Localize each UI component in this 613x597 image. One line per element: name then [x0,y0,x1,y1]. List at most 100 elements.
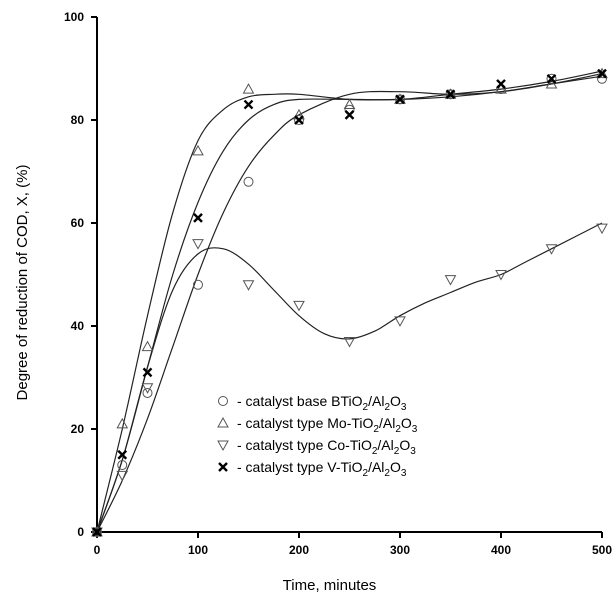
data-point-series-2 [596,67,608,79]
data-point-series-4 [445,89,456,100]
data-point-series-4 [142,367,153,378]
data-point-series-4 [546,73,557,84]
y-tick-label: 100 [64,10,84,24]
data-point-series-1 [546,73,557,84]
data-point-series-1 [193,279,203,290]
data-point-series-3 [343,336,356,348]
y-axis-title: Degree of reduction of COD, X, (%) [14,165,31,401]
data-point-series-3 [141,383,154,394]
x-tick-label: 100 [188,543,208,557]
y-tick-label: 60 [71,216,85,230]
legend-text-part: - catalyst type Co-TiO [237,437,372,453]
legend-text-part: 2 [394,446,400,457]
data-point-series-2 [116,417,129,429]
legend-text-part: 3 [401,402,407,413]
legend-label-series-1: - catalyst base BTiO2/Al2O3 [237,393,407,413]
x-marker-stroke [142,367,153,378]
data-point-series-1 [142,387,153,398]
legend-text-part: O [390,393,401,409]
data-point-series-3 [293,300,305,312]
data-point-series-2 [545,77,558,89]
legend-text-part: - catalyst type V-TiO [237,459,363,475]
data-point-series-3 [545,244,558,255]
x-marker-stroke [92,527,102,537]
data-point-series-3 [91,527,103,539]
x-marker-stroke [496,79,506,89]
legend-text-part: 3 [410,446,416,457]
fit-curve-series-1 [96,73,603,533]
data-point-series-2 [141,340,154,352]
data-point-series-3 [596,223,608,235]
legend-text-part: 2 [363,402,369,413]
x-marker-stroke [218,462,228,472]
data-point-series-3 [495,270,507,281]
x-axis-title: Time, minutes [283,577,377,594]
data-point-series-4 [597,68,607,79]
data-point-series-1 [294,115,304,125]
data-point-series-3 [116,470,129,482]
data-point-series-4 [193,213,203,223]
legend-text-part: 2 [373,424,379,435]
data-markers [91,67,608,539]
data-point-series-4 [294,115,304,125]
legend-text-part: 2 [395,424,401,435]
legend-text-part: /Al [368,393,384,409]
legend-text-part: 2 [384,468,390,479]
data-point-series-2 [495,83,507,94]
data-point-series-4 [395,94,405,105]
x-marker-stroke [344,110,355,120]
data-point-series-3 [444,275,457,286]
legend-label-series-4: - catalyst type V-TiO2/Al2O3 [237,459,407,479]
legend-text-part: /Al [368,459,384,475]
legend-text-part: O [390,459,401,475]
axes [96,17,602,533]
fit-curve-series-3 [96,222,603,533]
legend-text-part: 3 [412,424,418,435]
data-point-series-3 [394,316,406,327]
y-tick-label: 0 [77,525,84,539]
x-marker-stroke [395,94,405,105]
x-marker-stroke [294,115,304,125]
data-point-series-2 [192,144,204,156]
data-point-series-4 [344,110,355,120]
legend-text-part: O [401,415,412,431]
x-tick-label: 200 [289,543,309,557]
data-point-series-4 [496,79,506,89]
data-point-series-1 [243,176,254,187]
legend-text-part: /Al [379,415,395,431]
legend-marker-series-3 [217,440,229,452]
x-tick-label: 300 [390,543,410,557]
x-tick-label: 0 [94,543,101,557]
data-point-series-3 [192,239,204,250]
legend-text-part: - catalyst base BTiO [237,393,363,409]
x-marker-stroke [546,73,557,84]
x-marker-stroke [243,99,254,110]
y-tick-label: 40 [71,319,85,333]
x-marker-stroke [117,449,128,460]
data-point-series-4 [117,449,128,460]
data-point-series-2 [242,83,255,94]
data-point-series-1 [117,460,128,471]
x-marker-stroke [193,213,203,223]
legend-label-series-3: - catalyst type Co-TiO2/Al2O3 [237,437,416,457]
x-tick-label: 400 [491,543,511,557]
legend-text-part: 2 [384,402,390,413]
fit-curve-series-4 [96,70,603,533]
legend-text-part: 2 [372,446,378,457]
fit-curve-series-2 [96,75,603,533]
data-point-series-4 [92,527,102,537]
data-point-series-2 [394,93,406,104]
data-point-series-4 [243,99,254,110]
ticks: 0 20 40 60 80 100 0 100 200 300 400 500 [64,10,612,557]
legend-marker-series-4 [218,462,228,472]
legend-label-series-2: - catalyst type Mo-TiO2/Al2O3 [237,415,418,435]
x-marker-stroke [597,68,607,79]
legend-text-part: O [399,437,410,453]
y-tick-label: 20 [71,422,85,436]
y-tick-label: 80 [71,113,85,127]
legend-marker-series-2 [217,416,229,428]
legend-text-part: 2 [363,468,369,479]
legend-text-part: 3 [401,468,407,479]
legend: - catalyst base BTiO2/Al2O3- catalyst ty… [217,393,418,479]
